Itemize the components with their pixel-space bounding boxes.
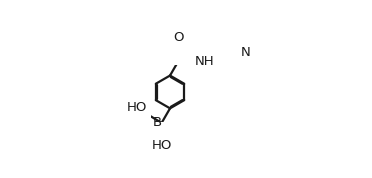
Text: B: B xyxy=(153,116,161,129)
Text: O: O xyxy=(173,31,183,44)
Text: NH: NH xyxy=(195,55,215,68)
Text: HO: HO xyxy=(152,139,172,152)
Text: N: N xyxy=(241,46,251,59)
Text: HO: HO xyxy=(127,101,147,114)
